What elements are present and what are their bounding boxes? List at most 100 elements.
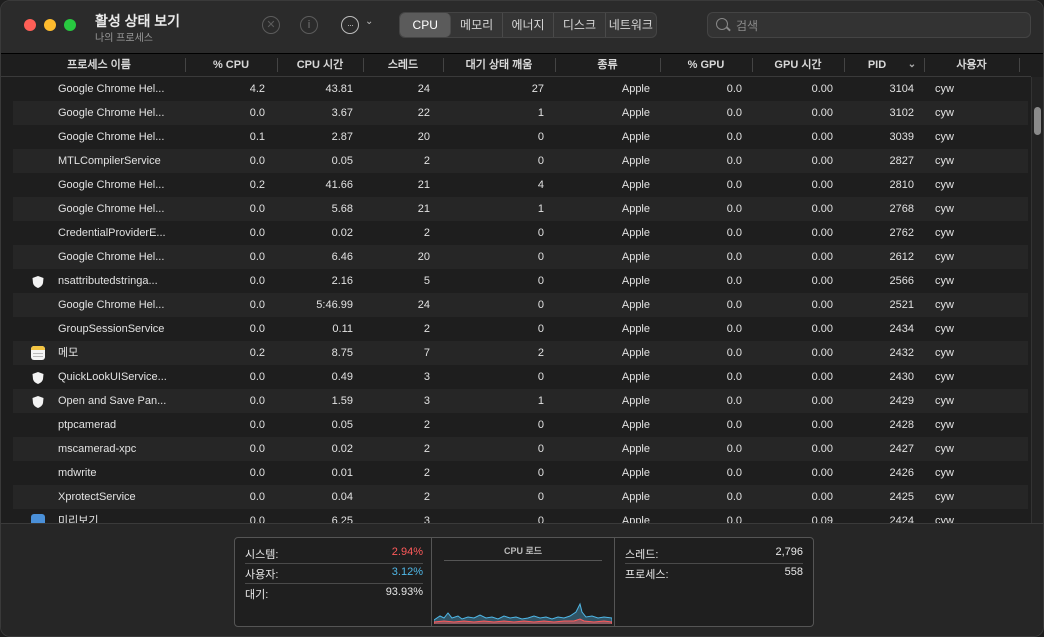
tab-cpu[interactable]: CPU (400, 13, 452, 37)
column-divider[interactable] (363, 58, 364, 72)
inspect-process-button[interactable]: i (300, 16, 318, 34)
table-row[interactable]: nsattributedstringa... 0.0 2.16 5 0 Apple 0.0 0… (13, 269, 1028, 293)
cpu-percent-cell: 0.0 (249, 155, 265, 167)
table-row[interactable]: CredentialProviderE... 0.0 0.02 2 0 Apple 0.0 0… (13, 221, 1028, 245)
gpu-percent-cell: 0.0 (726, 347, 742, 359)
gpu-percent-cell: 0.0 (726, 491, 742, 503)
column-divider[interactable] (185, 58, 186, 72)
pid-cell: 2429 (889, 395, 914, 407)
table-row[interactable]: ptpcamerad 0.0 0.05 2 0 Apple 0.0 0.00 2428 cyw (13, 413, 1028, 437)
col-pid[interactable]: PID (867, 59, 887, 71)
vertical-scrollbar[interactable] (1031, 77, 1043, 523)
user-cell: cyw (935, 491, 954, 503)
column-divider[interactable] (443, 58, 444, 72)
more-actions-button[interactable]: ··· (341, 16, 359, 34)
table-row[interactable]: mscamerad-xpc 0.0 0.02 2 0 Apple 0.0 0.00 2427 cy… (13, 437, 1028, 461)
table-row[interactable]: Google Chrome Hel... 0.2 41.66 21 4 Apple 0.0 0… (13, 173, 1028, 197)
col-process-name[interactable]: 프로세스 이름 (67, 59, 131, 71)
table-row[interactable]: Google Chrome Hel... 0.0 6.46 20 0 Apple 0.0 0.… (13, 245, 1028, 269)
pid-cell: 2566 (889, 275, 914, 287)
process-name-cell: ptpcamerad (58, 419, 117, 431)
user-cell: cyw (935, 299, 954, 311)
threads-cell: 3 (423, 515, 430, 523)
shield-icon (31, 274, 45, 288)
col-cpu-percent[interactable]: % CPU (212, 59, 250, 71)
table-row[interactable]: QuickLookUIService... 0.0 0.49 3 0 Apple 0.0 0.… (13, 365, 1028, 389)
minimize-window-button[interactable] (44, 19, 56, 31)
table-row[interactable]: mdwrite 0.0 0.01 2 0 Apple 0.0 0.00 2426 cyw (13, 461, 1028, 485)
col-kind[interactable]: 종류 (597, 59, 618, 71)
column-divider[interactable] (660, 58, 661, 72)
table-row[interactable]: GroupSessionService 0.0 0.11 2 0 Apple 0.0 0.00… (13, 317, 1028, 341)
maximize-window-button[interactable] (64, 19, 76, 31)
divider (245, 583, 423, 584)
user-cell: cyw (935, 131, 954, 143)
col-cpu-time[interactable]: CPU 시간 (296, 59, 344, 71)
process-name-cell: MTLCompilerService (58, 155, 161, 167)
user-cell: cyw (935, 467, 954, 479)
table-row[interactable]: Google Chrome Hel... 0.0 5:46.99 24 0 Apple 0.… (13, 293, 1028, 317)
tab-disk[interactable]: 디스크 (554, 13, 606, 37)
idle-wakeups-cell: 1 (537, 395, 544, 407)
table-row[interactable]: 미리보기 0.0 6.25 3 0 Apple 0.0 0.09 2424 cyw (13, 509, 1028, 523)
column-divider[interactable] (924, 58, 925, 72)
user-cell: cyw (935, 419, 954, 431)
pid-cell: 3102 (889, 107, 914, 119)
gpu-time-cell: 0.00 (811, 251, 833, 263)
col-threads[interactable]: 스레드 (387, 59, 419, 71)
gpu-time-cell: 0.00 (811, 395, 833, 407)
table-row[interactable]: MTLCompilerService 0.0 0.05 2 0 Apple 0.0 0.00 2… (13, 149, 1028, 173)
col-user[interactable]: 사용자 (956, 59, 987, 71)
column-divider[interactable] (277, 58, 278, 72)
threads-cell: 2 (423, 491, 430, 503)
tab-memory[interactable]: 메모리 (451, 13, 503, 37)
process-name-cell: Google Chrome Hel... (58, 131, 165, 143)
idle-wakeups-cell: 0 (537, 467, 544, 479)
process-name-cell: Google Chrome Hel... (58, 179, 165, 191)
threads-cell: 22 (417, 107, 430, 119)
col-gpu-time[interactable]: GPU 시간 (774, 59, 822, 71)
column-divider[interactable] (555, 58, 556, 72)
stat-processes-label: 프로세스: (625, 569, 669, 581)
tab-energy[interactable]: 에너지 (503, 13, 555, 37)
gpu-percent-cell: 0.0 (726, 251, 742, 263)
process-name-cell: Google Chrome Hel... (58, 203, 165, 215)
stat-idle-label: 대기: (245, 589, 269, 601)
col-idle-wakeups[interactable]: 대기 상태 깨움 (465, 59, 533, 71)
process-name-cell: XprotectService (58, 491, 136, 503)
table-row[interactable]: Google Chrome Hel... 4.2 43.81 24 27 Apple 0.0… (13, 77, 1028, 101)
table-row[interactable]: Google Chrome Hel... 0.0 5.68 21 1 Apple 0.0 0.… (13, 197, 1028, 221)
user-cell: cyw (935, 443, 954, 455)
cpu-time-cell: 3.67 (331, 107, 353, 119)
close-window-button[interactable] (24, 19, 36, 31)
pid-cell: 2424 (889, 515, 914, 523)
sort-descending-icon[interactable]: ⌄ (907, 59, 917, 70)
table-row[interactable]: XprotectService 0.0 0.04 2 0 Apple 0.0 0.00 2425… (13, 485, 1028, 509)
cpu-percent-cell: 0.1 (249, 131, 265, 143)
tab-network[interactable]: 네트워크 (608, 18, 653, 32)
table-row[interactable]: 메모 0.2 8.75 7 2 Apple 0.0 0.00 2432 cyw (13, 341, 1028, 365)
table-row[interactable]: Google Chrome Hel... 0.0 3.67 22 1 Apple 0.0 0.… (13, 101, 1028, 125)
cpu-time-cell: 0.05 (331, 155, 353, 167)
column-divider[interactable] (1019, 58, 1020, 72)
table-row[interactable]: Open and Save Pan... 0.0 1.59 3 1 Apple 0.0 0.0… (13, 389, 1028, 413)
column-divider[interactable] (844, 58, 845, 72)
stop-process-button[interactable]: ✕ (262, 16, 280, 34)
cpu-time-cell: 0.01 (331, 467, 353, 479)
thread-process-stats: 스레드: 2,796 프로세스: 558 (615, 538, 813, 626)
chevron-down-icon[interactable]: ⌄ (365, 16, 374, 27)
search-input[interactable] (734, 16, 1018, 36)
search-field[interactable] (707, 12, 1031, 38)
stat-system-value: 2.94% (391, 546, 423, 558)
stat-idle: 대기: 93.93% (245, 582, 423, 602)
gpu-time-cell: 0.00 (811, 179, 833, 191)
scrollbar-thumb[interactable] (1034, 107, 1041, 135)
process-name-cell: Google Chrome Hel... (58, 251, 165, 263)
table-row[interactable]: Google Chrome Hel... 0.1 2.87 20 0 Apple 0.0 0.… (13, 125, 1028, 149)
column-divider[interactable] (752, 58, 753, 72)
cpu-time-cell: 2.16 (331, 275, 353, 287)
idle-wakeups-cell: 0 (537, 515, 544, 523)
col-gpu-percent[interactable]: % GPU (687, 59, 725, 71)
cpu-percent-cell: 0.0 (249, 443, 265, 455)
idle-wakeups-cell: 0 (537, 275, 544, 287)
